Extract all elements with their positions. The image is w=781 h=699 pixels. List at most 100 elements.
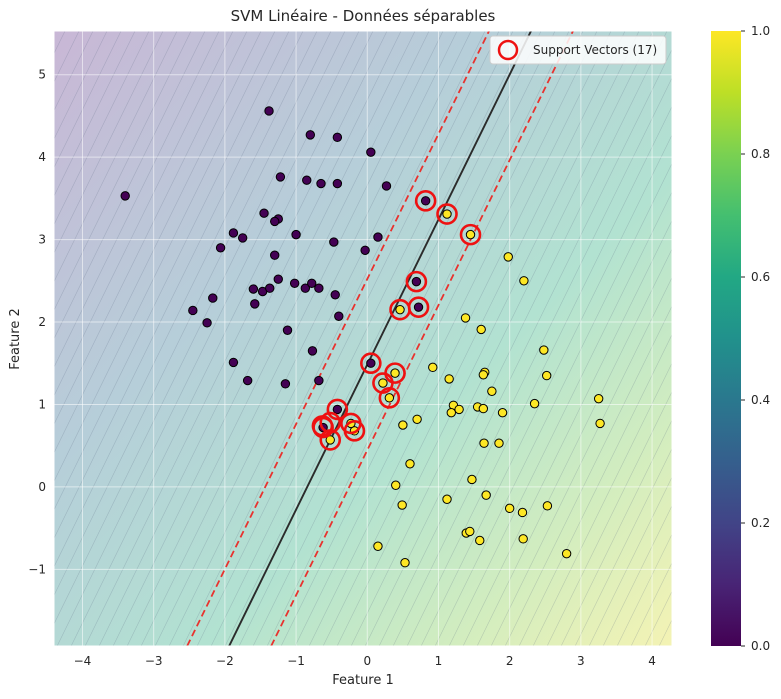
contour-line — [462, 219, 672, 646]
legend-box — [489, 35, 667, 65]
contour-line — [420, 134, 672, 646]
x-tick-label: 4 — [648, 654, 656, 668]
point-class-0 — [332, 178, 343, 189]
point-class-1 — [454, 404, 464, 415]
x-axis-label: Feature 1 — [332, 673, 394, 688]
colorbar-tick-label: 0.4 — [751, 393, 770, 407]
point-class-0 — [270, 216, 280, 227]
point-class-1 — [442, 209, 452, 219]
point-class-1 — [398, 420, 408, 430]
support-vector-ring — [414, 190, 437, 212]
y-tick-label: 4 — [38, 150, 46, 164]
contour-line — [54, 31, 262, 454]
point-class-1 — [517, 507, 528, 518]
y-axis-label: Feature 2 — [8, 308, 23, 370]
contour-line — [126, 31, 430, 646]
point-class-0 — [188, 305, 198, 316]
contour-line — [771, 31, 781, 646]
chart-title: SVM Linéaire - Données séparables — [231, 7, 496, 25]
point-class-0 — [228, 357, 239, 368]
contour-line — [98, 31, 402, 646]
x-tick-label: 1 — [435, 654, 443, 668]
contour-line — [532, 362, 672, 646]
point-class-0 — [202, 318, 212, 328]
point-class-0 — [265, 283, 275, 293]
y-tick-label: 1 — [38, 397, 46, 411]
contour-line — [210, 31, 514, 646]
point-class-0 — [250, 299, 260, 309]
point-class-0 — [270, 250, 280, 260]
decision-function-background — [54, 31, 672, 646]
point-class-0 — [305, 130, 316, 140]
colorbar-gradient — [711, 31, 741, 646]
point-class-0 — [332, 132, 343, 143]
point-class-1 — [412, 414, 422, 424]
contour-line — [54, 31, 192, 311]
point-class-1 — [446, 407, 456, 418]
contour-line — [182, 31, 486, 646]
point-class-0 — [237, 233, 248, 243]
y-axis-ticks: −1 0 1 2 3 4 5 — [28, 68, 46, 577]
point-class-0 — [302, 175, 312, 185]
contour-line — [434, 162, 672, 646]
y-tick-label: 3 — [38, 233, 46, 247]
support-vector-ring — [343, 420, 366, 442]
contour-line — [392, 77, 672, 646]
contour-line — [448, 191, 672, 646]
point-class-1 — [384, 393, 395, 403]
plot-area — [54, 31, 781, 646]
contour-line — [154, 31, 458, 646]
support-vector-ring — [378, 387, 401, 409]
point-class-1 — [595, 418, 605, 429]
point-class-0 — [334, 311, 344, 321]
point-class-1 — [465, 229, 476, 240]
contour-line — [54, 31, 164, 254]
point-class-0 — [413, 302, 424, 312]
point-class-0 — [307, 346, 318, 356]
contour-line — [406, 105, 672, 646]
point-class-0 — [291, 229, 301, 240]
colorbar-tick-label: 0.8 — [751, 147, 770, 161]
grid-lines — [54, 31, 672, 646]
point-class-1 — [529, 398, 540, 409]
point-class-1 — [465, 526, 475, 537]
point-class-0 — [332, 404, 343, 415]
point-class-0 — [420, 196, 431, 206]
point-class-0 — [228, 228, 239, 238]
data-points — [120, 106, 605, 568]
contour-line — [294, 31, 598, 646]
x-tick-label: 3 — [577, 654, 585, 668]
point-class-1 — [395, 304, 405, 315]
point-class-0 — [360, 245, 370, 255]
x-tick-label: 0 — [363, 654, 371, 668]
point-class-1 — [494, 438, 504, 448]
support-vector-markers — [311, 190, 482, 451]
y-tick-label: −1 — [28, 562, 46, 576]
contour-line — [54, 31, 290, 511]
point-class-1 — [518, 534, 528, 544]
point-class-0 — [259, 208, 269, 218]
contour-line — [54, 31, 108, 140]
point-class-1 — [539, 345, 549, 355]
colorbar: 0.0 0.2 0.4 0.6 0.8 1.0 — [711, 24, 770, 653]
contour-line — [54, 31, 346, 625]
point-class-1 — [460, 313, 471, 323]
contour-line — [476, 248, 672, 646]
x-tick-label: −3 — [145, 654, 163, 668]
point-class-0 — [366, 147, 376, 157]
contour-line — [588, 476, 672, 646]
contour-line — [280, 31, 584, 646]
point-class-0 — [314, 375, 324, 386]
contour-line — [54, 31, 318, 568]
point-class-0 — [248, 284, 259, 294]
point-class-0 — [314, 283, 324, 293]
point-class-0 — [300, 283, 311, 293]
colorbar-tick-label: 0.2 — [751, 516, 770, 530]
colorbar-tick-label: 1.0 — [751, 24, 770, 38]
support-vector-ring — [389, 298, 411, 321]
point-class-1 — [481, 490, 491, 500]
point-class-1 — [390, 368, 400, 378]
point-class-1 — [487, 386, 497, 396]
contour-line — [70, 31, 374, 646]
